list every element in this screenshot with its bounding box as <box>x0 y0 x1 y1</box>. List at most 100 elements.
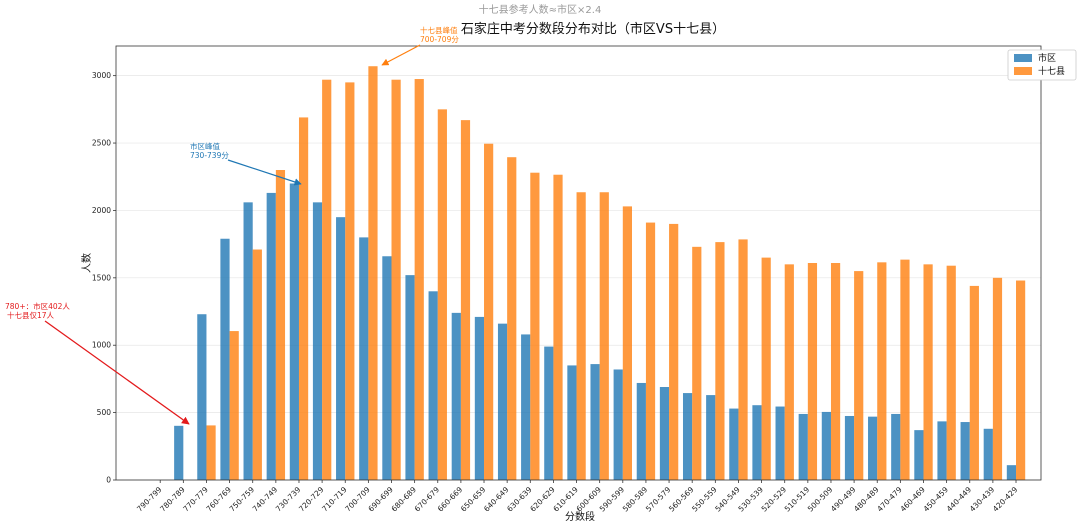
bar-urban-490-499 <box>844 415 855 480</box>
bar-county-760-769 <box>229 331 239 480</box>
bar-urban-640-649 <box>497 323 508 480</box>
bar-urban-690-699 <box>382 256 392 480</box>
annotation-county-peak-line2: 700-709分 <box>420 35 459 44</box>
y-axis-ticks: 0 500 1000 1500 2000 2500 3000 <box>92 71 116 485</box>
plot-frame <box>115 45 1042 481</box>
bar-urban-450-459 <box>937 421 947 480</box>
bar-urban-440-449 <box>960 422 970 480</box>
bar-county-450-459 <box>946 265 956 480</box>
y-tick-label-1000: 1000 <box>92 341 111 350</box>
annotation-top-tier-line1: 780+：市区402人 <box>5 301 70 311</box>
bar-urban-670-679 <box>428 291 438 480</box>
bar-county-640-649 <box>507 157 517 480</box>
bar-county-730-739 <box>298 117 309 481</box>
annotations: 十七县峰值 700-709分 市区峰值 730-739分 780+：市区402人… <box>5 25 459 425</box>
annotation-top-tier-arrow <box>44 320 190 425</box>
bar-county-700-709 <box>368 66 378 480</box>
bar-urban-560-569 <box>682 393 693 480</box>
bar-county-610-619 <box>576 192 586 481</box>
bar-urban-520-529 <box>775 406 785 480</box>
y-tick-label-0: 0 <box>106 476 111 485</box>
bar-urban-500-509 <box>821 411 831 480</box>
bar-urban-480-489 <box>868 416 878 480</box>
annotation-urban-peak-arrow <box>227 159 302 186</box>
bar-urban-710-719 <box>336 217 346 481</box>
bar-urban-750-759 <box>243 202 253 480</box>
bar-urban-600-609 <box>590 364 600 480</box>
legend-label-county: 十七县 <box>1038 65 1065 77</box>
bar-county-540-549 <box>738 239 748 480</box>
annotation-urban-peak-line2: 730-739分 <box>190 151 229 160</box>
bar-county-680-689 <box>414 79 424 481</box>
bar-county-660-669 <box>460 120 471 480</box>
bar-county-620-629 <box>553 174 563 480</box>
bar-urban-580-589 <box>636 382 646 480</box>
bar-urban-770-779 <box>197 314 207 480</box>
bar-county-740-749 <box>275 170 286 480</box>
bar-urban-660-669 <box>451 312 461 480</box>
bar-county-470-479 <box>900 259 910 480</box>
bar-urban-570-579 <box>659 387 670 480</box>
bar-urban-740-749 <box>266 192 276 480</box>
bars <box>174 66 1026 481</box>
legend-swatch-urban <box>1014 54 1032 62</box>
bar-urban-550-559 <box>706 395 716 480</box>
bar-county-510-519 <box>807 263 818 480</box>
bar-urban-760-769 <box>220 238 230 480</box>
bar-county-420-429 <box>1016 280 1026 480</box>
annotation-county-peak-line1: 十七县峰值 <box>420 25 458 35</box>
y-tick-label-2000: 2000 <box>92 206 111 215</box>
bar-county-530-539 <box>761 257 771 480</box>
bar-urban-620-629 <box>544 346 554 480</box>
bar-urban-530-539 <box>752 405 762 480</box>
bar-county-440-449 <box>969 285 979 480</box>
bar-county-630-639 <box>530 172 540 480</box>
bar-urban-680-689 <box>405 275 415 480</box>
bar-county-500-509 <box>830 263 841 480</box>
bar-county-570-579 <box>669 223 679 480</box>
bar-county-710-719 <box>345 82 355 480</box>
annotation-urban-peak-line1: 市区峰值 <box>190 141 220 151</box>
bar-county-480-489 <box>877 262 887 480</box>
bar-urban-730-739 <box>289 183 299 481</box>
bar-county-690-699 <box>391 79 401 480</box>
bar-urban-590-599 <box>613 369 623 480</box>
bar-county-430-439 <box>992 277 1003 480</box>
bar-county-460-469 <box>923 264 933 480</box>
legend-label-urban: 市区 <box>1038 52 1056 64</box>
bar-county-770-779 <box>206 425 216 480</box>
y-axis-label: 人数 <box>80 253 93 273</box>
bar-urban-460-469 <box>914 430 924 480</box>
bar-county-490-499 <box>854 271 864 480</box>
bar-county-520-529 <box>784 264 794 480</box>
bar-urban-470-479 <box>891 413 901 480</box>
y-tick-label-500: 500 <box>97 408 112 417</box>
bar-county-720-729 <box>322 79 332 480</box>
annotation-top-tier-line2: 十七县仅17人 <box>7 310 55 320</box>
bar-county-550-559 <box>715 242 725 480</box>
y-tick-label-3000: 3000 <box>92 71 111 80</box>
bar-urban-510-519 <box>798 413 808 480</box>
x-axis-label: 分数段 <box>565 510 595 523</box>
bar-urban-720-729 <box>312 202 323 480</box>
legend-swatch-county <box>1014 67 1032 75</box>
bar-county-580-589 <box>645 222 656 480</box>
chart-subtitle: 十七县参考人数≈市区×2.4 <box>479 3 602 16</box>
bar-county-600-609 <box>599 192 609 481</box>
chart-title: 石家庄中考分数段分布对比（市区VS十七县） <box>461 21 725 37</box>
y-tick-label-1500: 1500 <box>92 273 111 282</box>
annotation-county-peak-arrow <box>381 44 421 66</box>
bar-county-650-659 <box>484 143 494 480</box>
x-tick-label-420-429: 420-429 <box>991 485 1020 514</box>
x-axis-ticks: 790-799780-789770-779760-769750-759740-7… <box>135 480 1020 514</box>
bar-urban-700-709 <box>359 237 369 480</box>
legend: 市区 十七县 <box>1007 49 1077 81</box>
bar-county-560-569 <box>692 246 702 480</box>
bar-urban-780-789 <box>174 425 184 480</box>
bar-urban-430-439 <box>983 428 993 480</box>
bar-county-750-759 <box>252 249 262 480</box>
bar-urban-420-429 <box>1006 465 1017 480</box>
bar-county-590-599 <box>622 206 632 480</box>
bar-urban-650-659 <box>474 316 485 480</box>
